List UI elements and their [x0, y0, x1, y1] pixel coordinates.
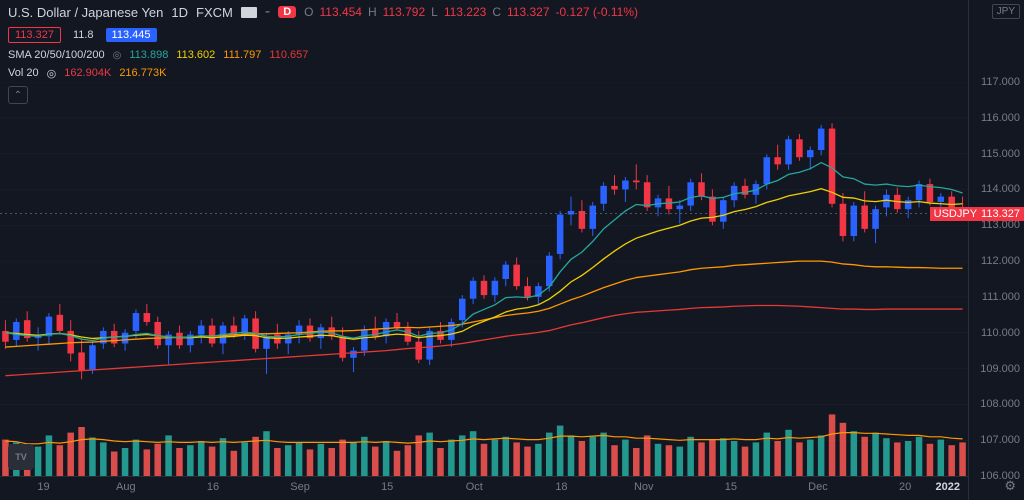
- vol-label: Vol 20: [8, 67, 39, 79]
- x-tick: Aug: [116, 481, 136, 493]
- y-tick: 116.000: [981, 112, 1020, 124]
- eye-icon[interactable]: ◎: [47, 67, 57, 80]
- x-tick: Oct: [466, 481, 483, 493]
- symbol-title[interactable]: U.S. Dollar / Japanese Yen: [8, 5, 163, 20]
- y-tick: 107.000: [980, 434, 1020, 446]
- separator: -: [265, 3, 270, 21]
- x-tick: 19: [37, 481, 49, 493]
- x-tick: Sep: [290, 481, 310, 493]
- broker-flag-icon: [241, 7, 257, 18]
- price-axis[interactable]: JPY 117.000116.000115.000114.000113.0001…: [968, 0, 1024, 500]
- low-value: 113.223: [444, 5, 487, 19]
- y-tick: 115.000: [981, 148, 1020, 160]
- broker-name: FXCM: [196, 5, 233, 20]
- sma100-value: 111.797: [223, 49, 261, 61]
- y-tick: 108.000: [980, 398, 1020, 410]
- x-tick: Nov: [634, 481, 654, 493]
- x-tick: 15: [725, 481, 737, 493]
- data-badge[interactable]: D: [278, 6, 296, 18]
- y-tick: 109.000: [980, 363, 1020, 375]
- gear-icon[interactable]: ⚙: [1004, 478, 1016, 494]
- price-symbol: USDJPY: [934, 208, 977, 220]
- tradingview-logo[interactable]: TV: [8, 444, 34, 470]
- year-label: 2022: [936, 481, 960, 493]
- sma-label: SMA 20/50/100/200: [8, 49, 105, 61]
- eye-icon[interactable]: ◎: [113, 50, 122, 61]
- chart-header: U.S. Dollar / Japanese Yen 1D FXCM - D O…: [0, 0, 1024, 24]
- sma50-value: 113.602: [176, 49, 215, 61]
- high-value: 113.792: [383, 5, 426, 19]
- x-tick: 16: [207, 481, 219, 493]
- time-axis[interactable]: 19 Aug 16 Sep 15 Oct 18 Nov 15 Dec 20 2022: [0, 476, 968, 500]
- currency-button[interactable]: JPY: [992, 4, 1020, 19]
- open-value: 113.454: [319, 5, 362, 19]
- x-tick: 18: [555, 481, 567, 493]
- ohlc-display: O113.454 H113.792 L113.223 C113.327 -0.1…: [304, 5, 638, 19]
- bid-chip[interactable]: 113.327: [8, 27, 61, 43]
- bid-ask-band: 113.327 11.8 113.445: [0, 24, 1024, 46]
- sma-indicator-row[interactable]: SMA 20/50/100/200 ◎ 113.898 113.602 111.…: [0, 46, 1024, 64]
- timeframe[interactable]: 1D: [171, 5, 188, 20]
- vol-value-2: 216.773K: [119, 67, 166, 79]
- vol-value-1: 162.904K: [64, 67, 111, 79]
- y-tick: 110.000: [981, 327, 1020, 339]
- ask-chip[interactable]: 113.445: [106, 28, 157, 42]
- x-tick: 20: [899, 481, 911, 493]
- y-tick: 114.000: [981, 183, 1020, 195]
- x-tick: Dec: [808, 481, 828, 493]
- sma20-value: 113.898: [129, 49, 168, 61]
- change-value: -0.127 (-0.11%): [556, 5, 638, 19]
- spread-chip: 11.8: [67, 28, 100, 42]
- current-price-label: USDJPY 113.327: [930, 207, 1024, 221]
- y-tick: 112.000: [981, 255, 1020, 267]
- x-tick: 15: [381, 481, 393, 493]
- y-tick: 111.000: [982, 291, 1020, 303]
- price-value: 113.327: [981, 208, 1020, 220]
- y-tick: 113.000: [981, 219, 1020, 231]
- y-tick: 117.000: [981, 76, 1020, 88]
- volume-indicator-row[interactable]: Vol 20 ◎ 162.904K 216.773K: [0, 64, 1024, 82]
- chart-canvas[interactable]: [0, 82, 968, 476]
- close-value: 113.327: [507, 5, 550, 19]
- sma200-value: 110.657: [269, 49, 308, 61]
